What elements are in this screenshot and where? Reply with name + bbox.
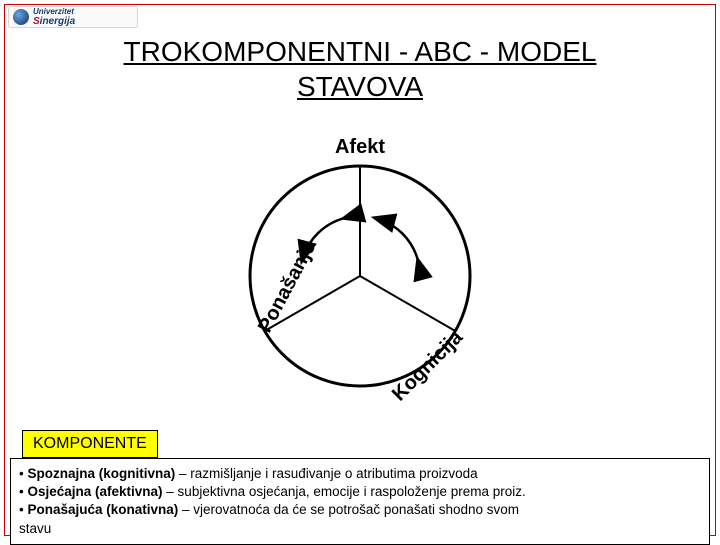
slide: Univerzitet Sinergija TROKOMPONENTNI - A… <box>0 0 720 540</box>
title-line-2: STAVOVA <box>297 71 423 102</box>
brand-logo: Univerzitet Sinergija <box>8 6 138 28</box>
divider-right <box>360 276 455 331</box>
logo-text: Univerzitet Sinergija <box>33 8 75 27</box>
komponente-heading: KOMPONENTE <box>22 430 158 458</box>
arrow-right-arc <box>376 218 418 260</box>
page-title: TROKOMPONENTNI - ABC - MODEL STAVOVA <box>0 34 720 104</box>
abc-model-diagram: Afekt Ponašanje Kognicija <box>210 126 510 426</box>
label-afekt: Afekt <box>210 136 510 159</box>
title-line-1: TROKOMPONENTNI - ABC - MODEL <box>124 36 597 67</box>
komponente-text-box: • Spoznajna (kognitivna) – razmišljanje … <box>10 458 710 545</box>
bullet-3-cont: stavu <box>19 520 701 538</box>
bullet-2: • Osjećajna (afektivna) – subjektivna os… <box>19 483 701 501</box>
bullet-3: • Ponašajuća (konativna) – vjerovatnoća … <box>19 501 701 519</box>
diagram-svg <box>210 126 510 426</box>
bullet-1: • Spoznajna (kognitivna) – razmišljanje … <box>19 465 701 483</box>
logo-icon <box>13 9 29 25</box>
